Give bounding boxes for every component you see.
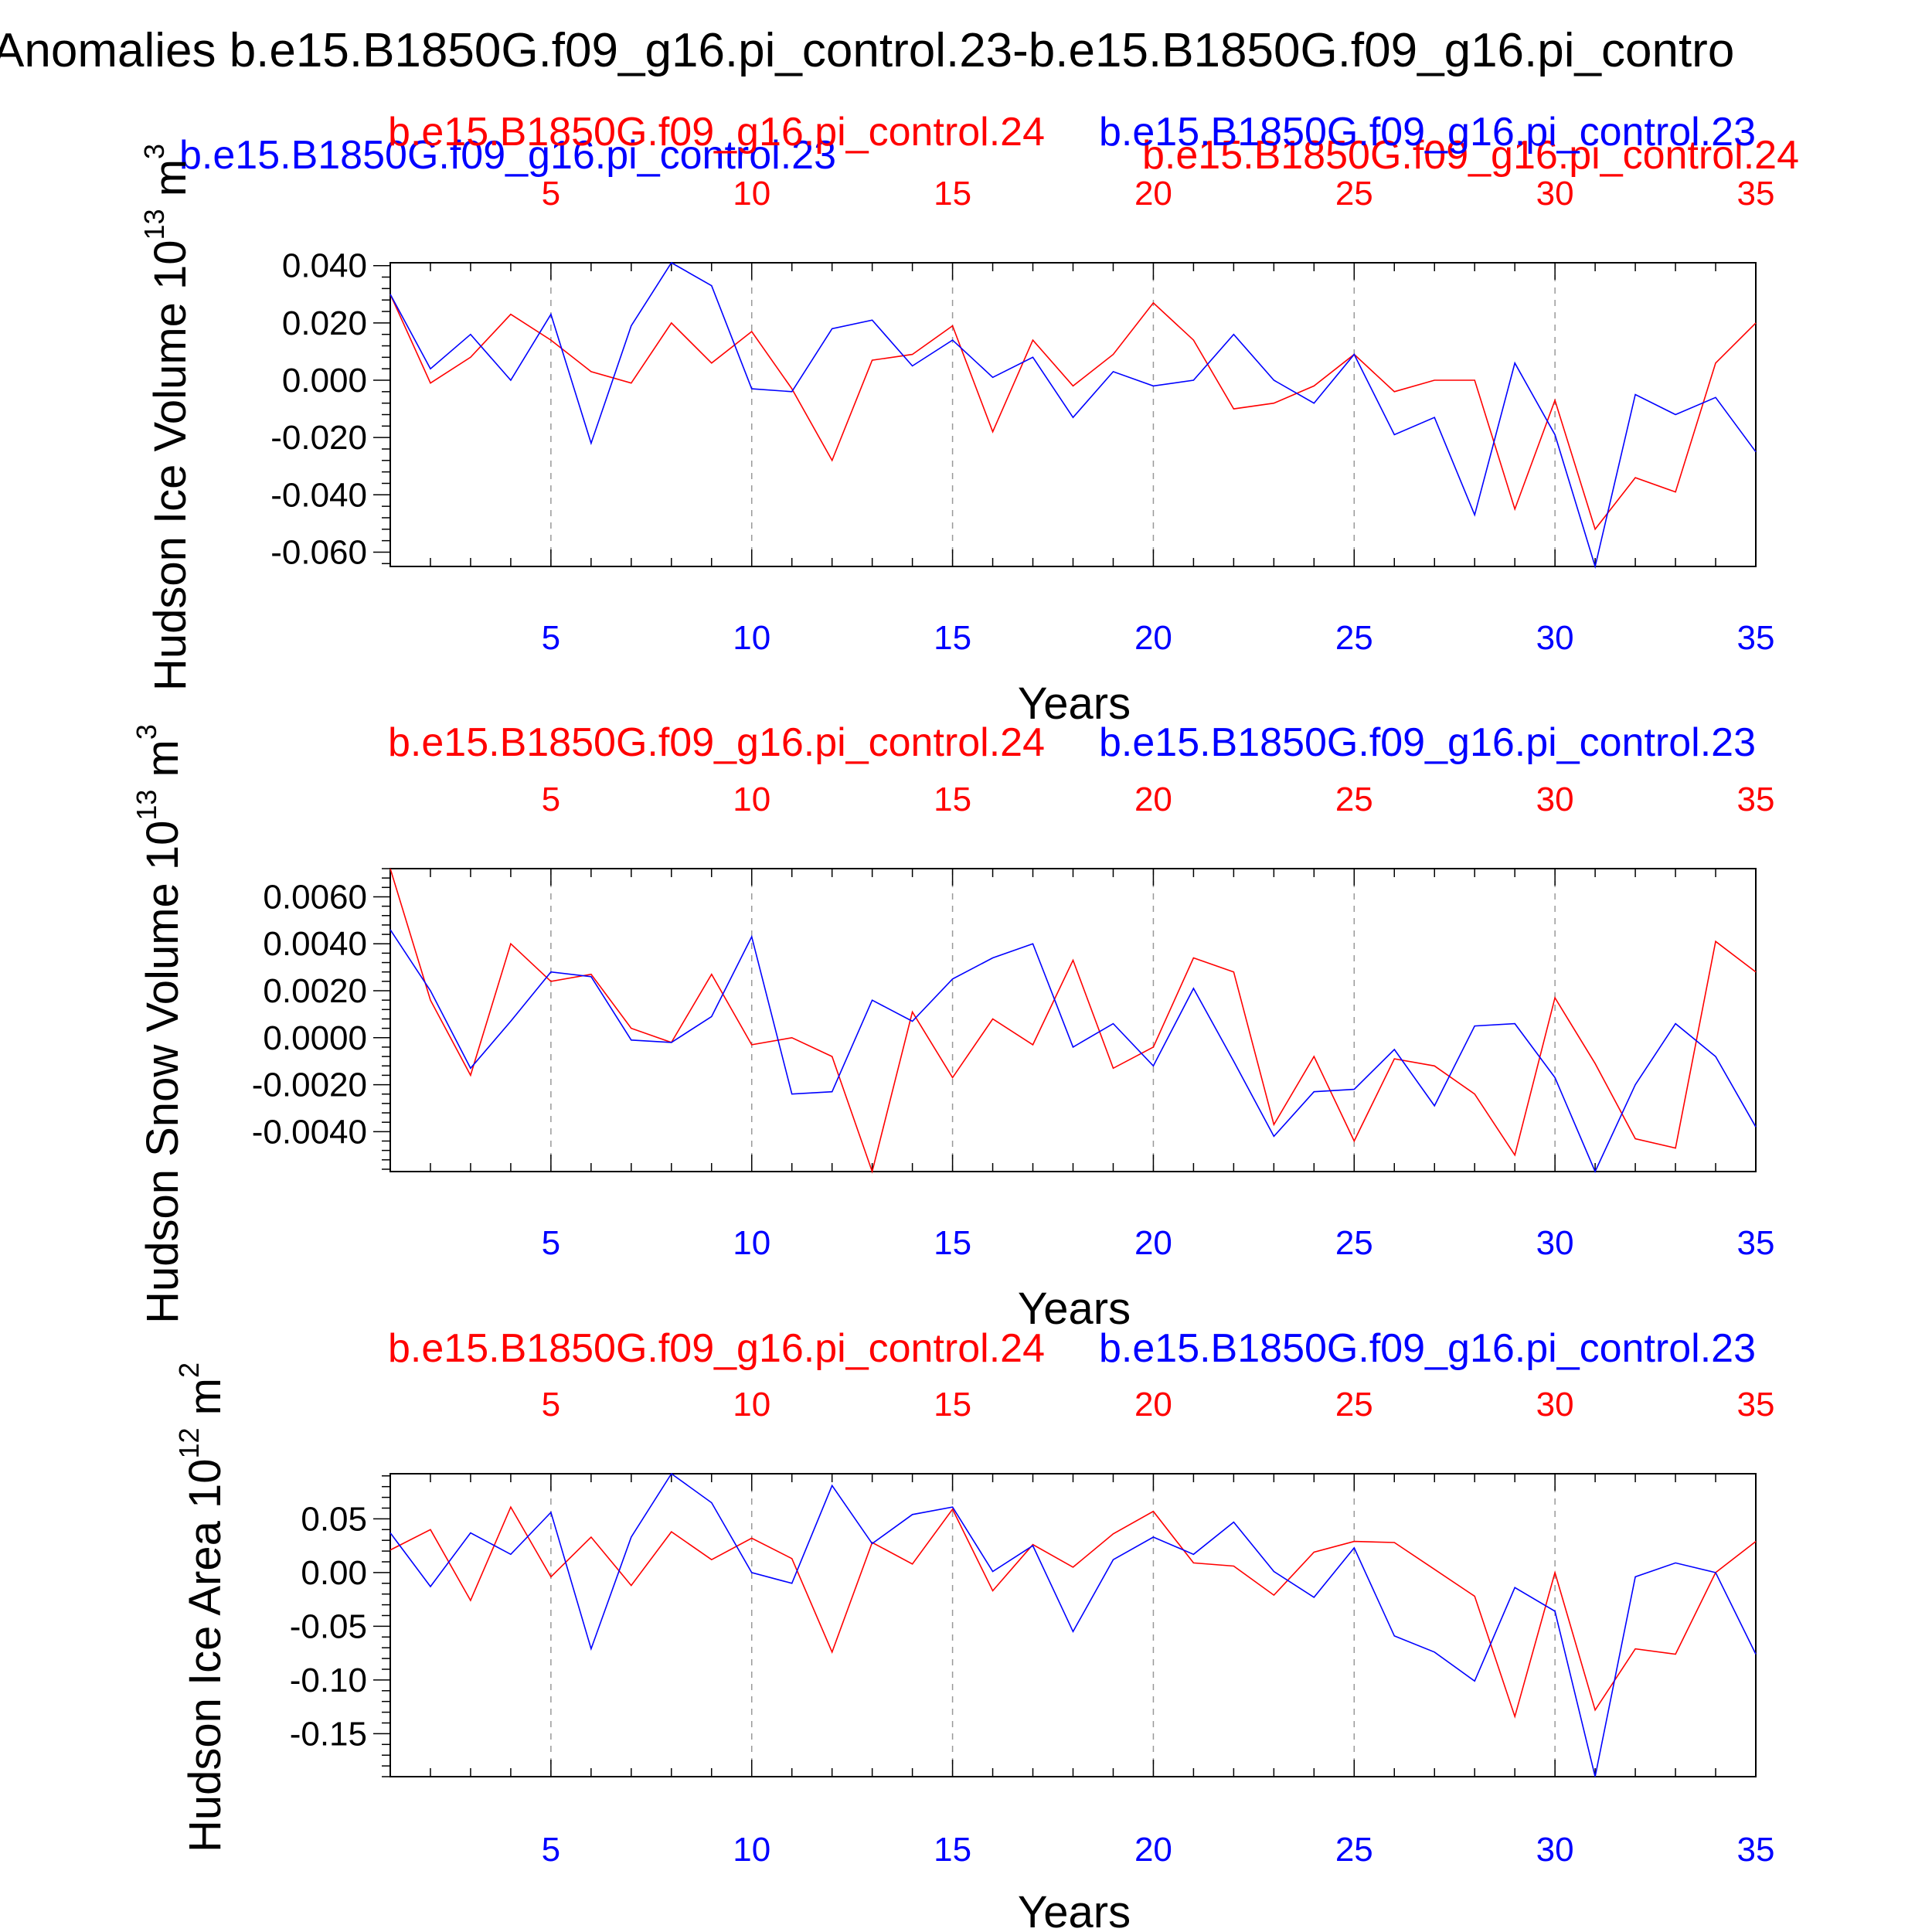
bottom-x-tick-label: 15 — [934, 1831, 971, 1869]
panel-3-x-axis-label: Years — [1018, 1887, 1131, 1932]
y-tick-label: 0.020 — [282, 304, 367, 342]
y-tick-label: -0.040 — [270, 476, 367, 514]
bottom-x-tick-label: 10 — [733, 1224, 770, 1262]
series-line-control-24 — [389, 294, 1757, 531]
bottom-x-tick-label: 5 — [542, 1224, 560, 1262]
bottom-x-tick-label: 20 — [1134, 1831, 1172, 1869]
top-x-tick-label: 10 — [733, 1386, 770, 1423]
top-x-tick-label: 35 — [1737, 175, 1775, 213]
panel-1-top-label-red: b.e15.B1850G.f09_g16.pi_control.24 — [388, 110, 1045, 155]
series-line-control-23 — [389, 929, 1757, 1173]
y-tick-label: 0.0000 — [263, 1019, 367, 1057]
top-x-tick-label: 5 — [542, 175, 560, 213]
panel-3-bottom-x-ticks: 5 10 15 20 25 30 35 — [542, 1831, 1775, 1869]
top-x-tick-label: 10 — [733, 781, 770, 818]
top-x-tick-label: 5 — [542, 781, 560, 818]
panel-1-x-axis-label: Years — [1018, 679, 1131, 729]
panel-3-plot: 0.05 0.00 -0.05 -0.10 -0.15 — [290, 1472, 1757, 1777]
top-x-tick-label: 30 — [1536, 175, 1574, 213]
bottom-x-tick-label: 35 — [1737, 619, 1775, 657]
top-x-tick-label: 5 — [542, 1386, 560, 1423]
panel-3-top-label-red: b.e15.B1850G.f09_g16.pi_control.24 — [388, 1326, 1045, 1371]
y-tick-label: -0.0040 — [252, 1113, 367, 1151]
bottom-x-tick-label: 5 — [542, 1831, 560, 1869]
panel-2-bottom-x-ticks: 5 10 15 20 25 30 35 — [542, 1224, 1775, 1262]
bottom-x-tick-label: 10 — [733, 619, 770, 657]
bottom-x-tick-label: 10 — [733, 1831, 770, 1869]
top-x-tick-label: 20 — [1134, 175, 1172, 213]
bottom-x-tick-label: 15 — [934, 619, 971, 657]
bottom-x-tick-label: 30 — [1536, 619, 1574, 657]
plot-frame — [389, 262, 1757, 567]
top-x-tick-label: 30 — [1536, 1386, 1574, 1423]
bottom-x-tick-label: 25 — [1335, 1831, 1373, 1869]
top-x-tick-label: 25 — [1335, 1386, 1373, 1423]
panel-3-top-label-blue: b.e15.B1850G.f09_g16.pi_control.23 — [1099, 1326, 1756, 1371]
panel-2-y-axis-label: Hudson Snow Volume 1013 m3 — [131, 724, 188, 1324]
top-x-tick-label: 10 — [733, 175, 770, 213]
y-tick-label: 0.0020 — [263, 972, 367, 1010]
panel-1-y-axis-label: Hudson Ice Volume 1013 m3 — [138, 144, 196, 691]
top-x-tick-label: 20 — [1134, 1386, 1172, 1423]
top-x-tick-label: 25 — [1335, 175, 1373, 213]
y-tick-label: -0.0020 — [252, 1066, 367, 1104]
series-line-control-24 — [389, 1505, 1757, 1719]
top-x-tick-label: 35 — [1737, 781, 1775, 818]
bottom-x-tick-label: 35 — [1737, 1224, 1775, 1262]
y-tick-label: 0.05 — [301, 1500, 367, 1538]
y-tick-label: -0.15 — [290, 1715, 367, 1753]
panel-2-top-x-ticks: 5 10 15 20 25 30 35 — [542, 781, 1775, 818]
y-tick-label: 0.0040 — [263, 925, 367, 963]
panel-1-top-label-blue: b.e15.B1850G.f09_g16.pi_control.23 — [1099, 110, 1756, 155]
plot-frame — [389, 1473, 1757, 1777]
panel-snow-volume: b.e15.B1850G.f09_g16.pi_control.24 b.e15… — [131, 720, 1774, 1334]
bottom-x-tick-label: 15 — [934, 1224, 971, 1262]
top-x-tick-label: 30 — [1536, 781, 1574, 818]
panel-ice-area: b.e15.B1850G.f09_g16.pi_control.24 b.e15… — [173, 1326, 1774, 1932]
panel-2-plot: 0.0060 0.0040 0.0020 0.0000 -0.0020 -0.0040 — [252, 868, 1757, 1174]
panel-1-bottom-x-ticks: 5 10 15 20 25 30 35 — [542, 619, 1775, 657]
y-tick-label: 0.040 — [282, 247, 367, 285]
bottom-x-tick-label: 30 — [1536, 1224, 1574, 1262]
top-x-tick-label: 15 — [934, 1386, 971, 1423]
panel-ice-volume: b.e15.B1850G.f09_g16.pi_control.23 b.e15… — [138, 110, 1799, 729]
series-line-control-24 — [389, 868, 1757, 1174]
top-x-tick-label: 35 — [1737, 1386, 1775, 1423]
y-tick-label: -0.05 — [290, 1607, 367, 1645]
bottom-x-tick-label: 35 — [1737, 1831, 1775, 1869]
panel-3-y-axis-label: Hudson Ice Area 1012 m2 — [173, 1362, 230, 1852]
bottom-x-tick-label: 20 — [1134, 619, 1172, 657]
y-tick-label: -0.10 — [290, 1662, 367, 1699]
panel-3-top-x-ticks: 5 10 15 20 25 30 35 — [542, 1386, 1775, 1423]
panel-2-x-axis-label: Years — [1018, 1284, 1131, 1334]
y-tick-label: -0.060 — [270, 533, 367, 571]
panel-2-top-label-red: b.e15.B1850G.f09_g16.pi_control.24 — [388, 720, 1045, 765]
bottom-x-tick-label: 25 — [1335, 1224, 1373, 1262]
bottom-x-tick-label: 5 — [542, 619, 560, 657]
top-x-tick-label: 15 — [934, 175, 971, 213]
bottom-x-tick-label: 25 — [1335, 619, 1373, 657]
bottom-x-tick-label: 20 — [1134, 1224, 1172, 1262]
panel-1-top-x-ticks: 5 10 15 20 25 30 35 — [542, 175, 1775, 213]
panel-1-extra-label-red: b.e15.B1850G.f09_g16.pi_control.24 — [1142, 133, 1799, 178]
y-tick-label: 0.00 — [301, 1554, 367, 1592]
plot-frame — [389, 868, 1757, 1172]
panel-1-extra-label-blue: b.e15.B1850G.f09_g16.pi_control.23 — [179, 133, 836, 178]
y-tick-label: 0.000 — [282, 362, 367, 400]
panel-1-plot: 0.040 0.020 0.000 -0.020 -0.040 -0.060 — [270, 247, 1757, 571]
y-tick-label: -0.020 — [270, 419, 367, 457]
bottom-x-tick-label: 30 — [1536, 1831, 1574, 1869]
series-line-control-23 — [389, 1472, 1757, 1777]
top-x-tick-label: 20 — [1134, 781, 1172, 818]
series-line-control-23 — [389, 261, 1757, 570]
y-tick-label: 0.0060 — [263, 878, 367, 916]
top-x-tick-label: 25 — [1335, 781, 1373, 818]
panel-2-top-label-blue: b.e15.B1850G.f09_g16.pi_control.23 — [1099, 720, 1756, 765]
top-x-tick-label: 15 — [934, 781, 971, 818]
figure-title: Anomalies b.e15.B1850G.f09_g16.pi_contro… — [0, 24, 1734, 77]
